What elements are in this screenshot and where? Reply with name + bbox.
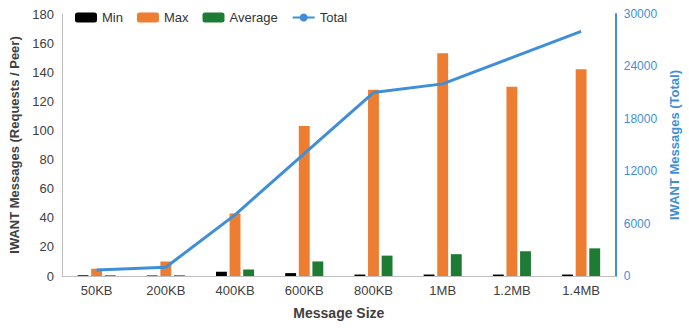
svg-text:12000: 12000 bbox=[624, 164, 658, 178]
svg-text:1.4MB: 1.4MB bbox=[562, 283, 600, 298]
svg-text:50KB: 50KB bbox=[81, 283, 113, 298]
svg-text:20: 20 bbox=[40, 239, 54, 254]
svg-text:Min: Min bbox=[102, 10, 123, 25]
svg-text:24000: 24000 bbox=[624, 59, 658, 73]
svg-text:Average: Average bbox=[230, 10, 278, 25]
svg-text:80: 80 bbox=[40, 152, 54, 167]
svg-text:30000: 30000 bbox=[624, 7, 658, 21]
svg-text:0: 0 bbox=[47, 269, 54, 284]
svg-text:Message Size: Message Size bbox=[293, 305, 384, 321]
svg-text:180: 180 bbox=[32, 7, 54, 22]
svg-text:Total: Total bbox=[320, 10, 348, 25]
svg-text:1.2MB: 1.2MB bbox=[493, 283, 531, 298]
svg-text:40: 40 bbox=[40, 210, 54, 225]
svg-text:6000: 6000 bbox=[624, 217, 651, 231]
svg-text:140: 140 bbox=[32, 65, 54, 80]
svg-text:600KB: 600KB bbox=[285, 283, 324, 298]
svg-text:60: 60 bbox=[40, 181, 54, 196]
svg-text:18000: 18000 bbox=[624, 112, 658, 126]
svg-text:Max: Max bbox=[164, 10, 189, 25]
svg-text:IWANT Messages (Requests / Pee: IWANT Messages (Requests / Peer) bbox=[7, 36, 22, 253]
svg-text:0: 0 bbox=[624, 269, 631, 283]
svg-text:1MB: 1MB bbox=[429, 283, 456, 298]
svg-text:120: 120 bbox=[32, 94, 54, 109]
svg-text:800KB: 800KB bbox=[354, 283, 393, 298]
svg-text:200KB: 200KB bbox=[146, 283, 185, 298]
svg-text:IWANT Messages (Total): IWANT Messages (Total) bbox=[667, 70, 682, 220]
svg-text:100: 100 bbox=[32, 123, 54, 138]
svg-text:160: 160 bbox=[32, 36, 54, 51]
svg-text:400KB: 400KB bbox=[216, 283, 255, 298]
